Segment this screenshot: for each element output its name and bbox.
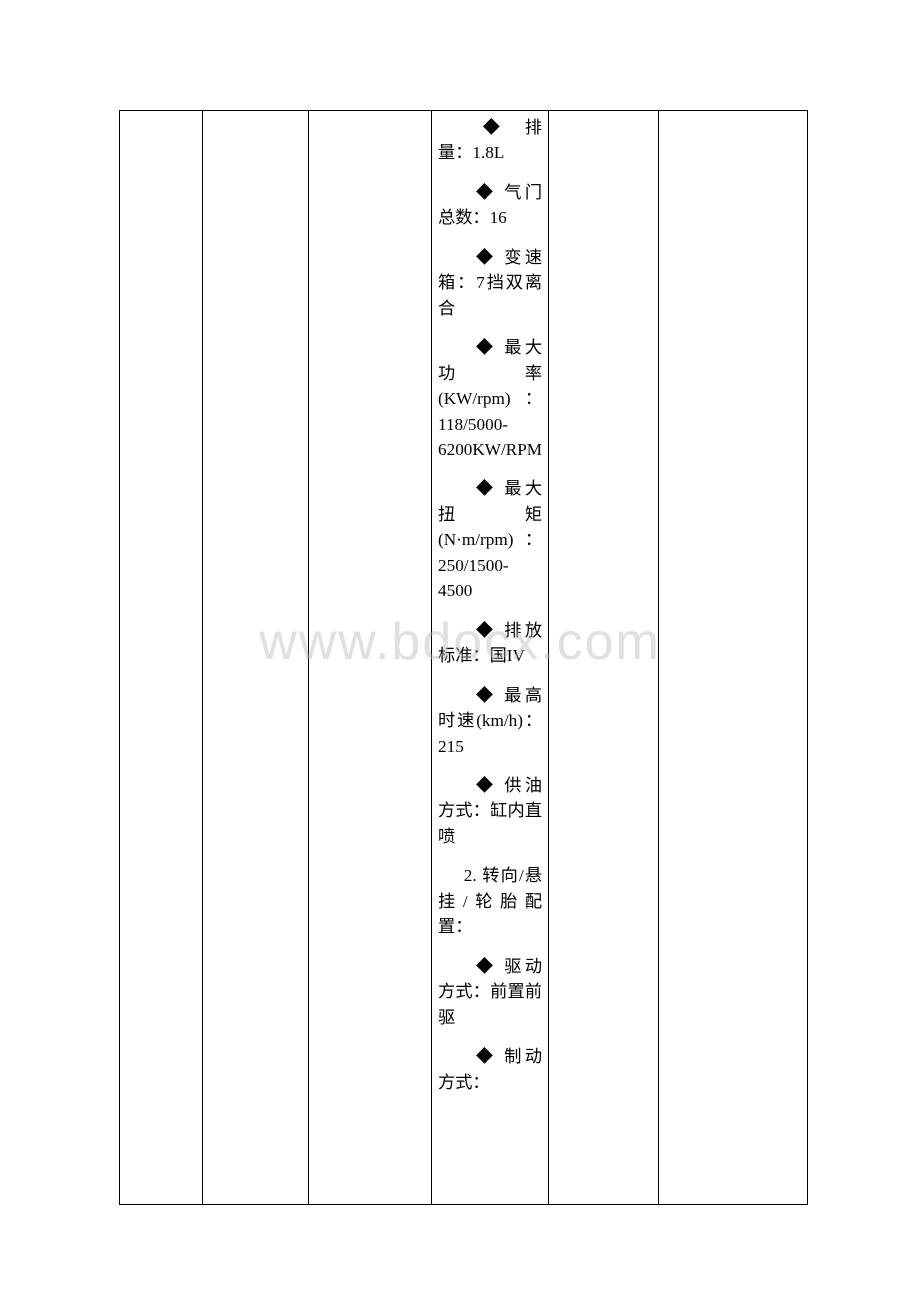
bullet-icon: ◆ — [472, 776, 496, 795]
bullet-icon: ◆ — [472, 183, 496, 202]
bullet-icon: ◆ — [472, 621, 496, 640]
spec-item: ◆ 驱动方式：前置前驱 — [438, 954, 542, 1030]
spec-item: ◆ 排量：1.8L — [438, 115, 542, 166]
cell-2 — [203, 111, 309, 1205]
cell-1 — [120, 111, 203, 1205]
spec-item: ◆ 供油方式：缸内直喷 — [438, 773, 542, 849]
spec-item: ◆ 最高时速(km/h)：215 — [438, 683, 542, 759]
cell-6 — [659, 111, 808, 1205]
bullet-icon: ◆ — [472, 479, 496, 498]
cell-3 — [309, 111, 432, 1205]
bullet-icon: ◆ — [472, 686, 496, 705]
section-title: 转向/悬挂/轮胎配置： — [438, 866, 542, 936]
bullet-icon: ◆ — [472, 118, 510, 137]
spec-item: ◆ 气门总数：16 — [438, 180, 542, 231]
spec-content: ◆ 排量：1.8L ◆ 气门总数：16 ◆ 变速箱：7挡双离合 ◆ 最大功率(K… — [432, 111, 548, 1099]
cell-5 — [549, 111, 659, 1205]
section-number: 2. — [464, 866, 477, 885]
spec-item: ◆ 制动方式： — [438, 1044, 542, 1095]
spec-item: ◆ 最大功率(KW/rpm)：118/5000-6200KW/RPM — [438, 335, 542, 462]
spec-item: ◆ 排放标准：国IV — [438, 618, 542, 669]
section-heading: 2. 转向/悬挂/轮胎配置： — [438, 863, 542, 939]
bullet-icon: ◆ — [472, 248, 496, 267]
document-page: ◆ 排量：1.8L ◆ 气门总数：16 ◆ 变速箱：7挡双离合 ◆ 最大功率(K… — [0, 0, 920, 1302]
bullet-icon: ◆ — [472, 957, 496, 976]
cell-4-specs: ◆ 排量：1.8L ◆ 气门总数：16 ◆ 变速箱：7挡双离合 ◆ 最大功率(K… — [432, 111, 549, 1205]
table-row: ◆ 排量：1.8L ◆ 气门总数：16 ◆ 变速箱：7挡双离合 ◆ 最大功率(K… — [120, 111, 808, 1205]
spec-table: ◆ 排量：1.8L ◆ 气门总数：16 ◆ 变速箱：7挡双离合 ◆ 最大功率(K… — [119, 110, 808, 1205]
spec-item: ◆ 变速箱：7挡双离合 — [438, 245, 542, 321]
spec-item: ◆ 最大扭矩(N·m/rpm)：250/1500-4500 — [438, 476, 542, 603]
bullet-icon: ◆ — [472, 1047, 496, 1066]
bullet-icon: ◆ — [472, 338, 496, 357]
